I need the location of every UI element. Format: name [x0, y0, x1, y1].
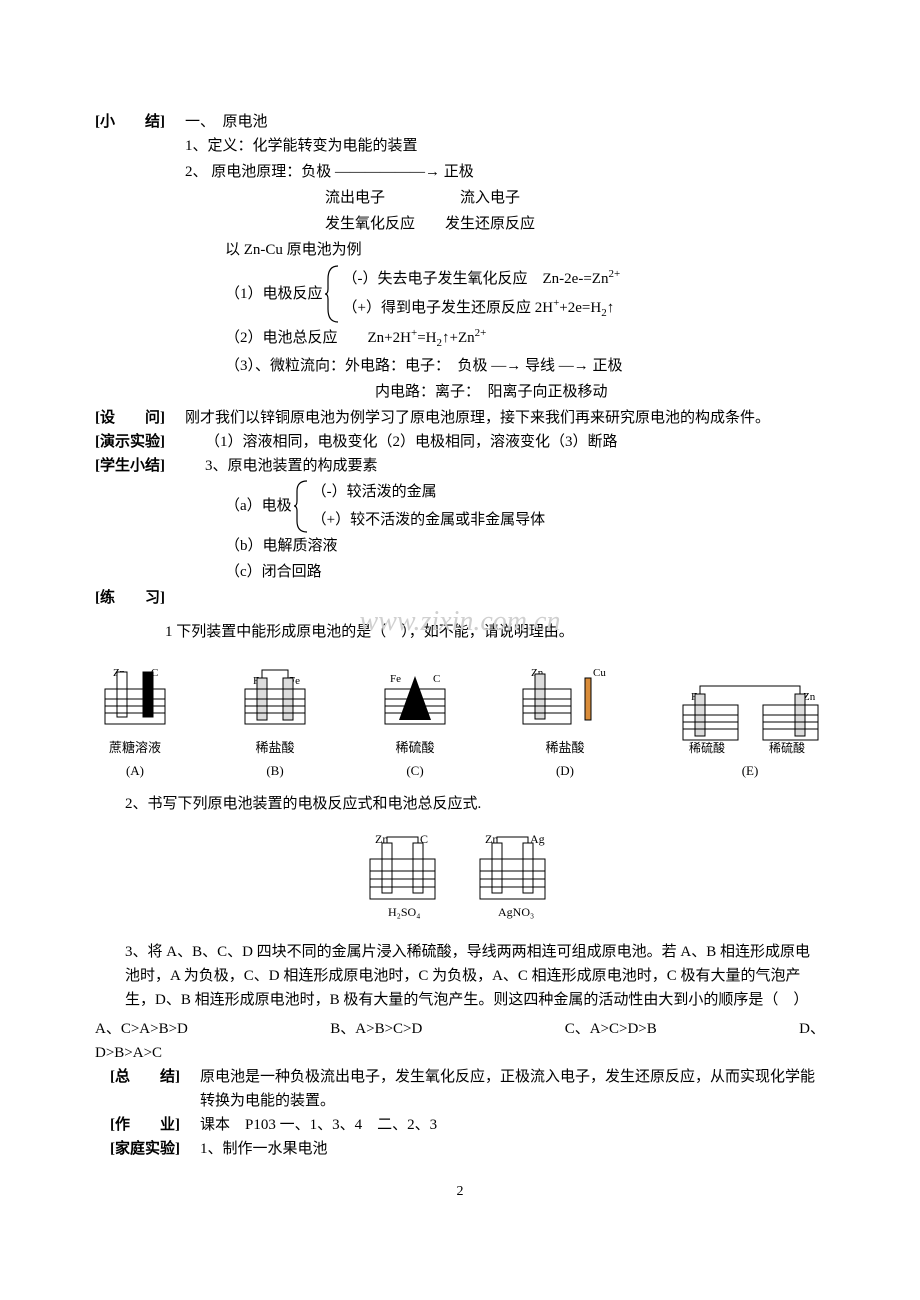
options-row: A、C>A>B>D B、A>B>C>D C、A>C>D>B D、 [95, 1017, 825, 1041]
particle-flow: （3）、微粒流向：外电路：电子： 负极 —→ 导线 —→ 正极 [225, 354, 825, 378]
beaker-e-sol-left: 稀硫酸 [689, 740, 725, 755]
question-text: 刚才我们以锌铜原电池为例学习了原电池原理，接下来我们再来研究原电池的构成条件。 [185, 406, 825, 430]
bracket-content: （-）失去电子发生氧化反应 Zn-2e-=Zn2+ （+）得到电子发生还原反应 … [343, 264, 621, 325]
beaker-d: Zn Cu 稀盐酸 (D) [515, 664, 615, 782]
student-electrode-neg: （-）较活泼的金属 [312, 478, 545, 506]
page-number: 2 [95, 1181, 825, 1203]
student-electrode-label: （a）电极 [225, 494, 292, 518]
summary-section: [小 结] 一、 原电池 [95, 110, 825, 134]
homework-label: [作 业] [110, 1113, 200, 1137]
homework-text: 课本 P103 一、1、3、4 二、2、3 [200, 1113, 437, 1137]
bracket-icon-2 [292, 479, 312, 534]
bracket-icon [323, 264, 343, 324]
beaker-d-tag: (D) [556, 761, 574, 782]
beaker-d-solution: 稀盐酸 [545, 738, 584, 759]
beaker-a-svg: Zn C [95, 664, 175, 734]
beaker-b-solution: 稀盐酸 [255, 738, 294, 759]
option-a: A、C>A>B>D [95, 1017, 188, 1041]
demo-section: [演示实验] （1）溶液相同，电极变化（2）电极相同，溶液变化（3）断路 [95, 430, 825, 454]
home-exp-section: [家庭实验] 1、制作一水果电池 [110, 1137, 825, 1161]
summary-title: 一、 原电池 [185, 110, 268, 134]
summary-item1: 1、定义：化学能转变为电能的装置 [185, 134, 825, 158]
electrode-label: （1）电极反应 [225, 282, 323, 306]
exercise1-row: Zn C 蔗糖溶液 (A) Fe Fe 稀盐酸 (B) Fe [95, 664, 825, 782]
beaker2-b-svg: Zn Ag AgNO₃ [470, 831, 560, 921]
exercise2-row: Zn C H₂SO₄ Zn Ag AgNO₃ [95, 831, 825, 925]
beaker-a-tag: (A) [126, 761, 144, 782]
beaker2-b: Zn Ag AgNO₃ [470, 831, 560, 925]
beaker-d-svg: Zn Cu [515, 664, 615, 734]
beaker2-a: Zn C H₂SO₄ [360, 831, 450, 925]
beaker-c-tag: (C) [406, 761, 423, 782]
summary-label: [小 结] [95, 110, 185, 134]
particle-flow2: 内电路：离子： 阳离子向正极移动 [375, 380, 825, 404]
summary-item2-sub1: 流出电子 流入电子 [325, 186, 825, 210]
summary-item2-sub2: 发生氧化反应 发生还原反应 [325, 212, 825, 236]
question-label: [设 问] [95, 406, 185, 430]
student-section: [学生小结] 3、原电池装置的构成要素 [95, 454, 825, 478]
conclusion-text: 原电池是一种负极流出电子，发生氧化反应，正极流入电子，发生还原反应，从而实现化学… [200, 1065, 825, 1113]
electrode-neg: （-）失去电子发生氧化反应 Zn-2e-=Zn2+ [343, 264, 621, 293]
home-exp-text: 1、制作一水果电池 [200, 1137, 328, 1161]
home-exp-label: [家庭实验] [110, 1137, 200, 1161]
option-d-cont: D>B>A>C [95, 1041, 825, 1065]
summary-item2: 2、 原电池原理：负极 ——————→ 正极 [185, 160, 825, 184]
beaker-b-svg: Fe Fe [235, 664, 315, 734]
student-item3: 3、原电池装置的构成要素 [205, 454, 378, 478]
beaker-c-solution: 稀硫酸 [395, 738, 434, 759]
svg-text:Fe: Fe [390, 673, 401, 685]
beaker-e-svg: Fe Zn 稀硫酸 稀硫酸 [675, 680, 825, 755]
total-reaction: （2）电池总反应 Zn+2H+=H2↑+Zn2+ [225, 325, 825, 353]
svg-text:C: C [433, 673, 440, 685]
beaker-b-tag: (B) [266, 761, 283, 782]
homework-section: [作 业] 课本 P103 一、1、3、4 二、2、3 [110, 1113, 825, 1137]
beaker-e-sol-right: 稀硫酸 [769, 740, 805, 755]
svg-text:Cu: Cu [593, 667, 606, 679]
svg-text:H₂SO₄: H₂SO₄ [388, 905, 420, 919]
question-section: [设 问] 刚才我们以锌铜原电池为例学习了原电池原理，接下来我们再来研究原电池的… [95, 406, 825, 430]
conclusion-section: [总 结] 原电池是一种负极流出电子，发生氧化反应，正极流入电子，发生还原反应，… [110, 1065, 825, 1113]
beaker-a-solution: 蔗糖溶液 [109, 738, 161, 759]
student-label: [学生小结] [95, 454, 185, 478]
electrode-pos: （+）得到电子发生还原反应 2H++2e=H2↑ [343, 293, 621, 325]
practice-q2: 2、书写下列原电池装置的电极反应式和电池总反应式. [125, 792, 825, 816]
option-b: B、A>B>C>D [330, 1017, 422, 1041]
demo-label: [演示实验] [95, 430, 185, 454]
beaker-c-svg: Fe C [375, 664, 455, 734]
beaker2-a-svg: Zn C H₂SO₄ [360, 831, 450, 921]
student-item-b: （b）电解质溶液 [225, 534, 825, 558]
watermark: www.zixin.com.cn [95, 600, 825, 645]
student-bracket-group: （a）电极 （-）较活泼的金属 （+）较不活泼的金属或非金属导体 [225, 478, 825, 534]
student-item-c: （c）闭合回路 [225, 560, 825, 584]
conclusion-label: [总 结] [110, 1065, 200, 1089]
svg-text:AgNO₃: AgNO₃ [498, 905, 534, 919]
practice-q3: 3、将 A、B、C、D 四块不同的金属片浸入稀硫酸，导线两两相连可组成原电池。若… [125, 940, 825, 1012]
beaker-e-tag: (E) [742, 761, 759, 782]
summary-item2-sub3: 以 Zn-Cu 原电池为例 [225, 238, 825, 262]
beaker-e: Fe Zn 稀硫酸 稀硫酸 (E) [675, 680, 825, 782]
beaker-a: Zn C 蔗糖溶液 (A) [95, 664, 175, 782]
beaker-b: Fe Fe 稀盐酸 (B) [235, 664, 315, 782]
option-c: C、A>C>D>B [565, 1017, 657, 1041]
option-d: D、 [799, 1017, 825, 1041]
beaker-c: Fe C 稀硫酸 (C) [375, 664, 455, 782]
student-bracket-content: （-）较活泼的金属 （+）较不活泼的金属或非金属导体 [312, 478, 545, 534]
demo-text: （1）溶液相同，电极变化（2）电极相同，溶液变化（3）断路 [205, 430, 618, 454]
student-electrode-pos: （+）较不活泼的金属或非金属导体 [312, 506, 545, 534]
electrode-bracket-group: （1）电极反应 （-）失去电子发生氧化反应 Zn-2e-=Zn2+ （+）得到电… [225, 264, 825, 325]
